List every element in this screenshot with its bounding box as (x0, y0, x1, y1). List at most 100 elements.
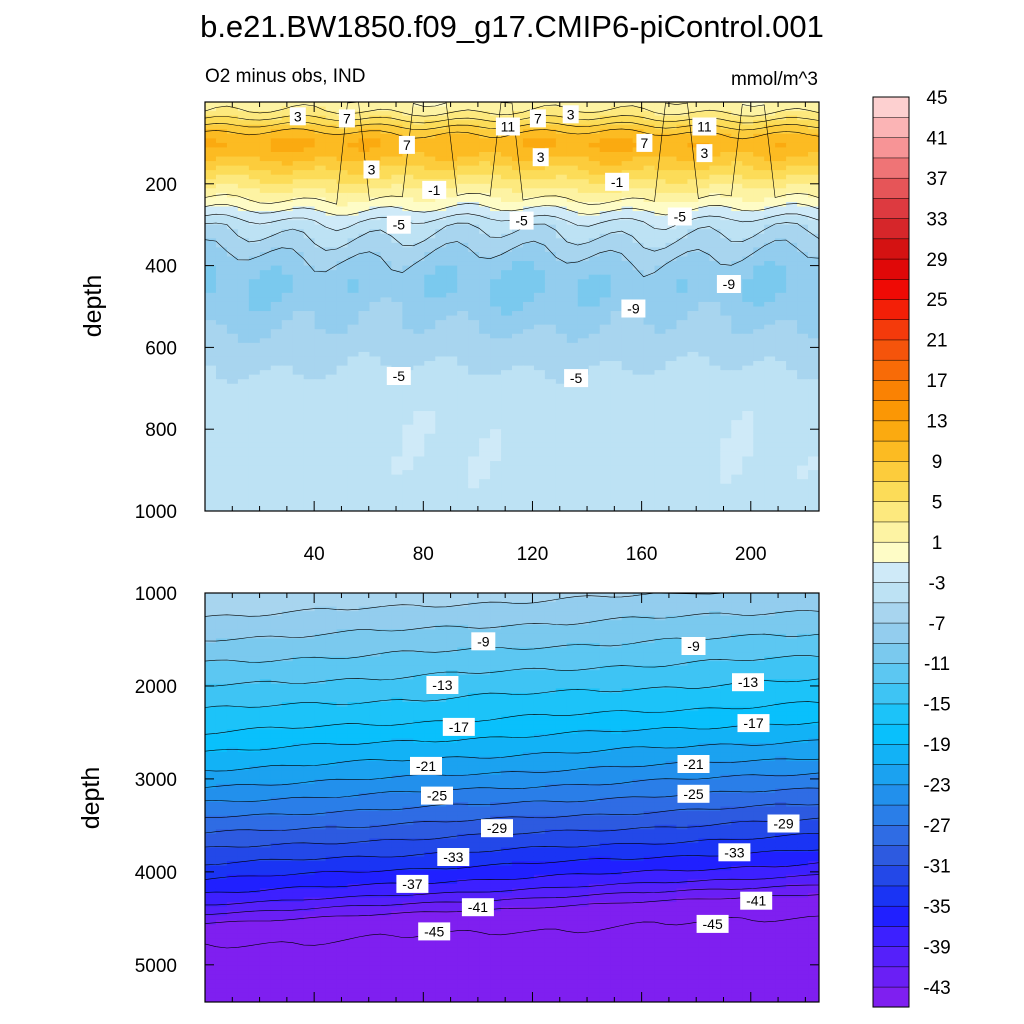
contour-cell (731, 383, 743, 389)
contour-cell (522, 165, 535, 171)
contour-cell (753, 451, 765, 458)
contour-cell (665, 238, 678, 244)
contour-cell (709, 297, 721, 303)
contour-cell (303, 279, 316, 285)
contour-cell (555, 479, 568, 485)
contour-cell (808, 220, 819, 226)
contour-cell (468, 424, 480, 430)
contour-cell (588, 283, 601, 289)
contour-cell (632, 320, 645, 326)
contour-cell (610, 365, 623, 371)
contour-cell (610, 261, 623, 267)
contour-cell (742, 356, 754, 362)
contour-cell (742, 442, 754, 448)
contour-cell (698, 451, 710, 458)
contour-cell (391, 383, 403, 389)
contour-cell (544, 388, 557, 394)
contour-cell (512, 415, 524, 421)
contour-cell (632, 379, 645, 385)
contour-cell (731, 261, 743, 267)
contour-cell (270, 415, 283, 421)
contour-cell (479, 406, 491, 412)
contour-cell (391, 479, 403, 485)
contour-cell (380, 483, 392, 489)
contour-cell (687, 420, 699, 426)
contour-cell (226, 438, 239, 444)
contour-cell (808, 211, 819, 217)
contour-cell (369, 120, 382, 126)
contour-cell (588, 397, 601, 403)
contour-cell (380, 342, 392, 348)
contour-cell (764, 379, 776, 385)
contour-cell (336, 483, 349, 489)
contour-cell (303, 433, 316, 439)
contour-cell (205, 206, 217, 212)
contour-cell (479, 447, 491, 453)
contour-cell (621, 392, 634, 398)
contour-cell (281, 161, 294, 167)
contour-cell (698, 211, 710, 217)
contour-cell (501, 342, 513, 348)
contour-cell (621, 397, 634, 403)
contour-cell (676, 492, 689, 498)
contour-cell (555, 474, 568, 480)
contour-cell (797, 347, 809, 353)
contour-cell (424, 388, 436, 394)
contour-cell (566, 347, 579, 353)
contour-cell (676, 102, 689, 108)
contour-cell (248, 379, 261, 385)
contour-cell (544, 456, 557, 462)
contour-cell (698, 279, 710, 285)
contour-cell (369, 297, 382, 303)
contour-cell (270, 265, 283, 271)
contour-cell (753, 142, 765, 149)
contour-cell (731, 329, 743, 335)
contour-cell (588, 151, 601, 158)
contour-cell (544, 124, 557, 130)
contour-cell (347, 383, 360, 389)
contour-cell (237, 483, 250, 489)
contour-cell (292, 320, 305, 326)
contour-cell (764, 133, 776, 139)
contour-cell (720, 142, 732, 149)
contour-cell (391, 211, 403, 217)
contour-cell (676, 379, 689, 385)
contour-cell (270, 124, 283, 130)
contour-cell (468, 429, 480, 435)
contour-cell (544, 411, 557, 417)
contour-cell (610, 424, 623, 430)
contour-cell (632, 229, 645, 235)
contour-cell (248, 374, 261, 380)
contour-cell (468, 324, 480, 330)
contour-cell (325, 451, 338, 458)
contour-cell (424, 474, 436, 480)
contour-cell (215, 211, 228, 217)
contour-cell (424, 311, 436, 317)
contour-cell (577, 401, 590, 408)
contour-cell (577, 451, 590, 458)
contour-cell (753, 474, 765, 480)
contour-cell (237, 451, 250, 458)
contour-cell (709, 261, 721, 267)
contour-cell (764, 420, 776, 426)
contour-cell (205, 251, 217, 258)
contour-cell (215, 347, 228, 353)
contour-cell (446, 315, 458, 321)
contour-cell (270, 379, 283, 385)
contour-cell (413, 470, 425, 476)
contour-cell (731, 370, 743, 376)
contour-cell (314, 461, 327, 467)
contour-cell (336, 383, 349, 389)
contour-cell (457, 138, 469, 144)
contour-cell (555, 438, 568, 444)
contour-cell (501, 170, 513, 176)
contour-cell (753, 479, 765, 485)
contour-cell (281, 411, 294, 417)
contour-cell (457, 247, 469, 253)
contour-cell (479, 111, 491, 117)
contour-cell (380, 197, 392, 203)
contour-cell (446, 356, 458, 362)
contour-cell (566, 192, 579, 199)
contour-cell (621, 497, 634, 503)
contour-cell (358, 251, 371, 258)
